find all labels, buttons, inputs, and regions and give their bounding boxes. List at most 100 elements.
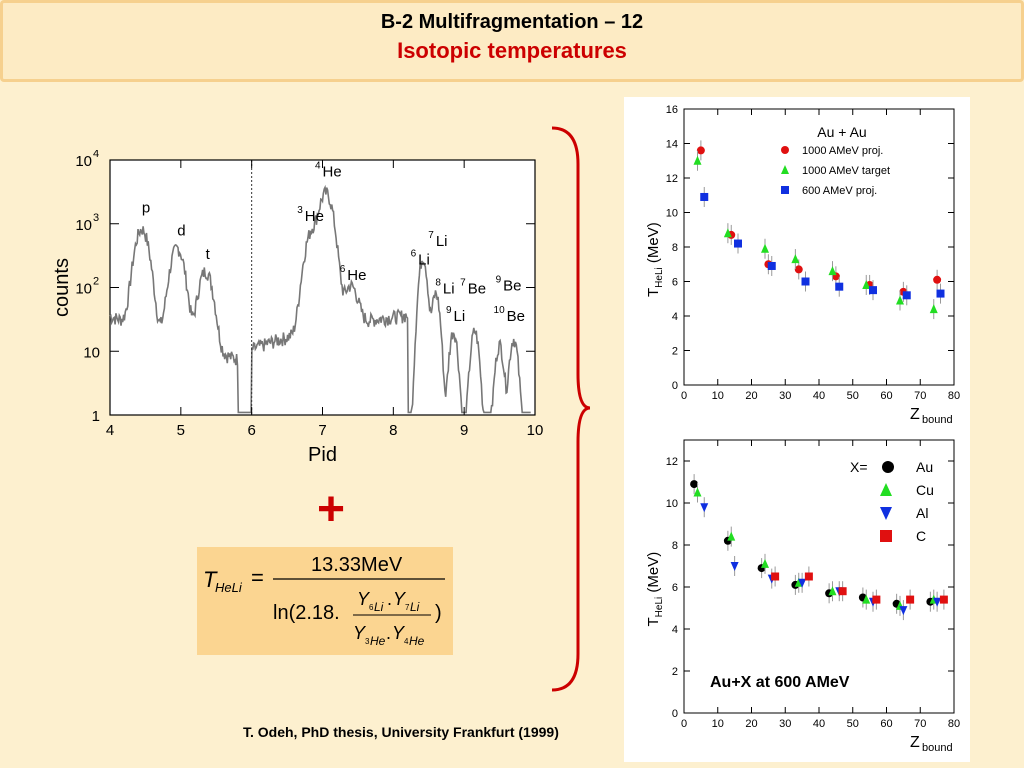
data-point	[882, 461, 894, 473]
bot-b: Y	[392, 623, 406, 643]
x-tick-label: 10	[527, 422, 544, 439]
data-point	[734, 239, 742, 248]
peak-label: Li	[436, 233, 448, 250]
data-point	[828, 586, 837, 596]
y-tick-label: 10	[666, 208, 678, 220]
peak-label-mass: 7	[428, 230, 434, 241]
peak-label-mass: 4	[315, 161, 321, 172]
peak-label: d	[177, 223, 185, 240]
y-axis-label: THeLi (MeV)	[645, 222, 665, 297]
y-tick-label: 2	[672, 346, 678, 358]
data-point	[693, 155, 702, 165]
formula-ln-prefix: ln(2.18.	[273, 602, 340, 624]
plus-symbol: +	[317, 483, 346, 536]
slide-subtitle: Isotopic temperatures	[397, 38, 627, 63]
data-point	[939, 595, 948, 604]
x-tick-label: 40	[813, 718, 825, 730]
data-point	[862, 594, 871, 604]
data-point	[933, 597, 942, 607]
top-a-el: Li	[374, 600, 384, 614]
slide-title: B-2 Multifragmentation – 12	[380, 11, 644, 33]
data-point	[801, 277, 810, 286]
data-point	[771, 572, 780, 581]
y-tick-label: 14	[666, 139, 678, 151]
y-tick-exponent: 3	[93, 212, 99, 224]
data-point	[781, 146, 789, 154]
x-tick-label: 30	[779, 390, 791, 402]
y-tick-exponent: 4	[93, 150, 99, 160]
peak-label: He	[323, 164, 342, 181]
data-point	[899, 606, 908, 616]
x-tick-label: 0	[681, 718, 687, 730]
x-tick-label: 80	[948, 718, 960, 730]
x-tick-label: 7	[318, 422, 326, 439]
x-tick-label: 60	[880, 390, 892, 402]
y-tick-label: 0	[672, 708, 678, 720]
formula-numerator: 13.33MeV	[311, 554, 403, 576]
top-b-mass: 7	[405, 603, 410, 612]
peak-label: He	[305, 208, 324, 225]
x-axis-label-sub: bound	[922, 742, 953, 754]
legend-label: 600 AMeV proj.	[802, 185, 877, 197]
data-point	[835, 282, 844, 291]
data-point	[869, 286, 877, 295]
bracket-path	[551, 126, 591, 692]
top-dot: .	[387, 589, 392, 609]
peak-label-mass: 9	[446, 305, 452, 316]
x-tick-label: 6	[247, 422, 255, 439]
top-a: Y	[357, 589, 371, 609]
peak-label: Be	[503, 277, 521, 294]
data-point	[781, 165, 789, 174]
data-point	[798, 578, 807, 588]
data-point	[791, 254, 800, 264]
y-tick-label: 16	[666, 104, 678, 116]
y-tick-label: 4	[672, 624, 678, 636]
data-point	[838, 587, 847, 596]
y-axis-label: counts	[51, 258, 73, 317]
data-point	[690, 480, 699, 489]
data-point	[880, 483, 892, 496]
y-tick-exponent: 2	[93, 276, 99, 288]
data-point	[700, 192, 709, 201]
x-tick-label: 70	[914, 390, 926, 402]
y-tick-label: 6	[672, 277, 678, 289]
temperature-formula: T HeLi = 13.33MeV ln(2.18. ) Y 6 Li . Y …	[197, 547, 453, 655]
x-tick-label: 20	[745, 390, 757, 402]
data-point	[767, 261, 776, 270]
data-point	[896, 295, 904, 305]
data-point	[723, 228, 732, 238]
data-point	[761, 243, 769, 253]
peak-label-mass: 6	[340, 264, 346, 275]
data-point	[828, 266, 837, 276]
x-tick-label: 80	[948, 390, 960, 402]
data-point	[696, 146, 705, 155]
y-tick-label: 10	[83, 344, 100, 361]
credit-line: T. Odeh, PhD thesis, University Frankfur…	[243, 724, 559, 740]
x-axis-label-sub: bound	[922, 414, 953, 426]
x-axis-label: Z	[910, 406, 920, 423]
x-tick-label: 20	[745, 718, 757, 730]
y-tick-label: 2	[672, 666, 678, 678]
au-au-chart: 0 10 20 30 40 50 60 70 80 0 2 4 6 8 10 12 14 16 Z bound THeL…	[645, 104, 960, 426]
au-x-chart: 0 10 20 30 40 50 60 70 80 0 2 4 6 8 10 12 Z bound THeLi (M…	[645, 439, 960, 754]
formula-ln-suffix: )	[435, 602, 442, 624]
bot-b-mass: 4	[404, 637, 409, 646]
x-tick-label: 0	[681, 390, 687, 402]
data-point	[872, 595, 881, 604]
data-point	[929, 304, 938, 314]
curly-bracket	[551, 126, 591, 692]
data-point	[761, 558, 769, 568]
formula-lhs-sub: HeLi	[215, 580, 243, 595]
x-tick-label: 30	[779, 718, 791, 730]
y-tick-label: 10	[75, 281, 92, 298]
data-point	[804, 572, 813, 581]
y-tick-label: 8	[672, 540, 678, 552]
legend-label: 1000 AMeV target	[802, 165, 890, 177]
peak-label-mass: 9	[496, 274, 502, 285]
x-tick-label: 40	[813, 390, 825, 402]
spectrum-line	[109, 184, 531, 414]
data-point	[727, 531, 736, 541]
